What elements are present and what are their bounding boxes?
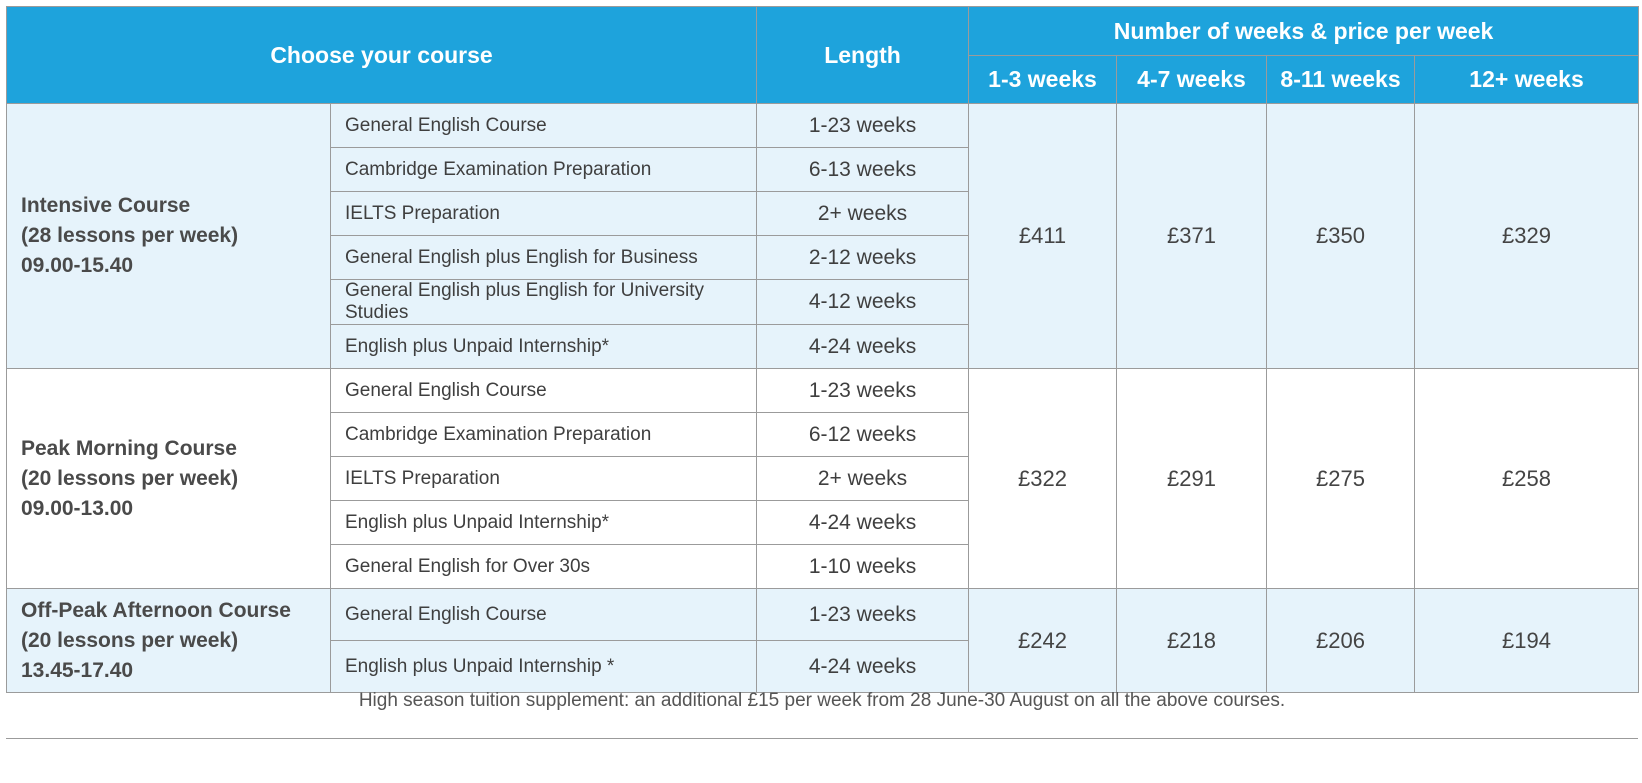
course-name: English plus Unpaid Internship* <box>329 324 758 369</box>
footnote-supplement: High season tuition supplement: an addit… <box>358 690 1286 711</box>
price-band-4: £329 <box>1414 103 1640 369</box>
course-length: 1-23 weeks <box>756 103 970 148</box>
header-length: Length <box>756 6 970 104</box>
table-row: General English plus English for Univers… <box>7 279 1639 325</box>
price-table-wrapper: Choose your course Length Number of week… <box>5 6 1640 693</box>
table-row: Cambridge Examination Preparation 6-12 w… <box>7 412 1639 457</box>
header-band-2: 4-7 weeks <box>1116 55 1268 104</box>
group-time: 13.45-17.40 <box>21 658 134 682</box>
course-name: General English Course <box>329 368 758 413</box>
header-weeks-price: Number of weeks & price per week <box>968 6 1640 56</box>
course-name: General English Course <box>329 103 758 148</box>
group-label: Intensive Course (28 lessons per week) 0… <box>6 103 331 369</box>
price-band-2: £371 <box>1116 103 1268 369</box>
group-label: Off-Peak Afternoon Course (20 lessons pe… <box>6 588 331 693</box>
group-name: Intensive Course <box>21 194 191 217</box>
course-length: 2+ weeks <box>756 191 970 236</box>
group-time: 09.00-13.00 <box>21 496 134 520</box>
price-band-4: £194 <box>1414 588 1640 693</box>
course-length: 4-24 weeks <box>756 640 970 693</box>
course-length: 1-10 weeks <box>756 544 970 589</box>
course-length: 6-13 weeks <box>756 147 970 192</box>
course-name: IELTS Preparation <box>329 456 758 501</box>
header-band-1: 1-3 weeks <box>968 55 1118 104</box>
table-row: General English for Over 30s 1-10 weeks <box>7 544 1639 589</box>
course-name: General English Course <box>329 588 758 641</box>
course-length: 2-12 weeks <box>756 235 970 280</box>
group-name: Peak Morning Course <box>21 436 237 460</box>
course-length: 4-24 weeks <box>756 500 970 545</box>
group-off-peak-afternoon: Off-Peak Afternoon Course (20 lessons pe… <box>6 588 1640 693</box>
course-name: General English for Over 30s <box>329 544 758 589</box>
table-header: Choose your course Length Number of week… <box>5 6 1640 104</box>
header-band-3: 8-11 weeks <box>1266 55 1416 104</box>
price-band-2: £218 <box>1116 588 1268 693</box>
course-name: General English plus English for Busines… <box>329 235 758 280</box>
price-band-3: £206 <box>1266 588 1416 693</box>
table-row: Cambridge Examination Preparation 6-13 w… <box>7 147 1639 192</box>
group-lessons: (20 lessons per week) <box>21 628 239 652</box>
table-row: English plus Unpaid Internship * 4-24 we… <box>7 640 1639 693</box>
group-lessons: (20 lessons per week) <box>21 466 239 490</box>
table-row: Intensive Course (28 lessons per week) 0… <box>6 103 1640 369</box>
course-name: Cambridge Examination Preparation <box>329 412 758 457</box>
course-length: 6-12 weeks <box>756 412 970 457</box>
group-lessons: (28 lessons per week) <box>21 224 239 247</box>
course-length: 4-24 weeks <box>756 324 970 369</box>
header-choose-course: Choose your course <box>5 6 758 104</box>
bottom-divider <box>6 738 1638 739</box>
group-time: 09.00-15.40 <box>21 254 134 277</box>
price-band-1: £411 <box>968 103 1118 369</box>
course-name: English plus Unpaid Internship * <box>329 640 758 693</box>
price-band-4: £258 <box>1414 368 1640 589</box>
course-name: Cambridge Examination Preparation <box>329 147 758 192</box>
price-band-3: £350 <box>1266 103 1416 369</box>
group-name: Off-Peak Afternoon Course <box>21 598 291 622</box>
price-band-2: £291 <box>1116 368 1268 589</box>
table-row: General English plus English for Busines… <box>7 235 1639 280</box>
course-length: 4-12 weeks <box>756 279 970 325</box>
course-length: 1-23 weeks <box>756 588 970 641</box>
table-row: Off-Peak Afternoon Course (20 lessons pe… <box>6 588 1640 693</box>
course-length: 1-23 weeks <box>756 368 970 413</box>
price-band-1: £242 <box>968 588 1118 693</box>
header-band-4: 12+ weeks <box>1414 55 1640 104</box>
table-row: IELTS Preparation 2+ weeks <box>7 456 1639 501</box>
group-label: Peak Morning Course (20 lessons per week… <box>6 368 331 589</box>
price-band-3: £275 <box>1266 368 1416 589</box>
group-intensive: Intensive Course (28 lessons per week) 0… <box>6 103 1640 369</box>
course-length: 2+ weeks <box>756 456 970 501</box>
course-name: General English plus English for Univers… <box>329 279 758 325</box>
table-row: Peak Morning Course (20 lessons per week… <box>6 368 1640 589</box>
course-name: IELTS Preparation <box>329 191 758 236</box>
price-table: Choose your course Length Number of week… <box>5 6 1640 693</box>
price-band-1: £322 <box>968 368 1118 589</box>
group-peak-morning: Peak Morning Course (20 lessons per week… <box>6 368 1640 589</box>
course-name: English plus Unpaid Internship* <box>329 500 758 545</box>
table-row: English plus Unpaid Internship* 4-24 wee… <box>7 324 1639 369</box>
